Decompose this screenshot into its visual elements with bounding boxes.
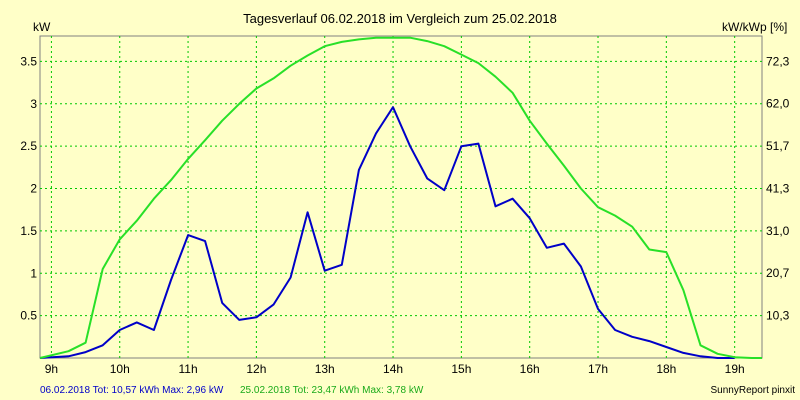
y2-tick-label: 31,0 bbox=[766, 224, 790, 238]
x-tick-label: 18h bbox=[656, 362, 676, 376]
y-tick-label: 1.5 bbox=[20, 224, 37, 238]
chart-title: Tagesverlauf 06.02.2018 im Vergleich zum… bbox=[243, 11, 557, 26]
x-tick-label: 16h bbox=[520, 362, 540, 376]
credit-text: SunnyReport pinxit bbox=[711, 385, 796, 396]
y2-tick-label: 62,0 bbox=[766, 97, 790, 111]
x-tick-label: 19h bbox=[725, 362, 745, 376]
x-tick-label: 11h bbox=[178, 362, 197, 376]
y-axis-label: kW bbox=[33, 20, 51, 34]
y2-axis-label: kW/kWp [%] bbox=[722, 20, 787, 34]
series-line-2 bbox=[39, 36, 762, 359]
x-tick-label: 10h bbox=[110, 362, 130, 376]
y2-tick-label: 10,3 bbox=[766, 309, 790, 323]
y-tick-label: 2 bbox=[30, 182, 37, 196]
y-tick-label: 3 bbox=[30, 97, 37, 111]
series-group bbox=[39, 36, 762, 359]
y-tick-label: 3.5 bbox=[20, 54, 37, 68]
y-tick-label: 2.5 bbox=[20, 139, 37, 153]
plot-area bbox=[39, 35, 763, 359]
x-tick-label: 17h bbox=[588, 362, 608, 376]
x-tick-label: 12h bbox=[246, 362, 266, 376]
x-tick-label: 15h bbox=[451, 362, 471, 376]
y2-tick-label: 51,7 bbox=[766, 139, 790, 153]
series-line-1 bbox=[39, 106, 735, 359]
grid bbox=[40, 36, 762, 358]
x-tick-label: 9h bbox=[45, 362, 58, 376]
x-tick-label: 14h bbox=[383, 362, 403, 376]
y2-tick-label: 20,7 bbox=[766, 266, 790, 280]
y-tick-label: 1 bbox=[30, 266, 37, 280]
legend-entry-1: 06.02.2018 Tot: 10,57 kWh Max: 2,96 kW bbox=[40, 385, 224, 396]
y2-tick-label: 41,3 bbox=[766, 182, 790, 196]
legend-entry-2: 25.02.2018 Tot: 23,47 kWh Max: 3,78 kW bbox=[240, 385, 424, 396]
x-tick-label: 13h bbox=[315, 362, 335, 376]
y2-tick-label: 72,3 bbox=[766, 54, 790, 68]
ticks: 9h 10h 11h 12h 13h 14h 15h 16h 17h 18h 19h 0.5 1 1.5 2… bbox=[20, 54, 789, 376]
y-tick-label: 0.5 bbox=[20, 309, 37, 323]
